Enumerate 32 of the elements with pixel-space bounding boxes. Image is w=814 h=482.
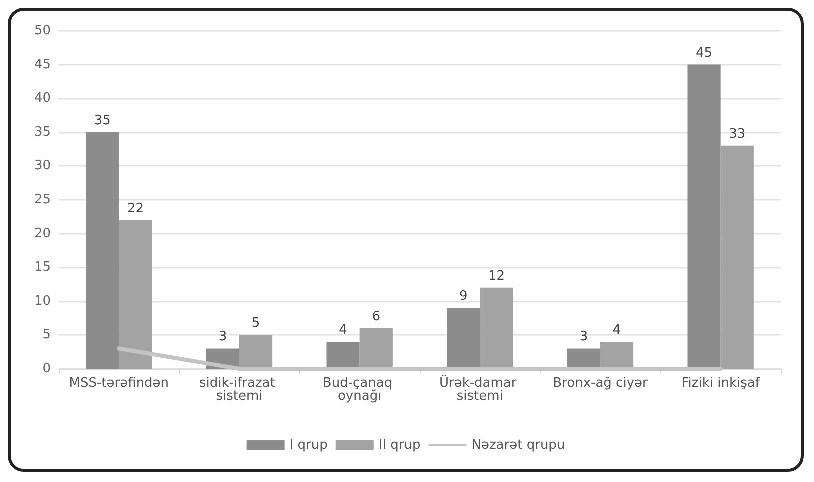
data-label: 3 xyxy=(218,330,228,345)
data-label: 35 xyxy=(94,113,111,128)
legend-label: I qrup xyxy=(290,438,328,453)
y-tick-label: 40 xyxy=(34,91,51,106)
x-tick-label: Fiziki inkişaf xyxy=(682,376,760,391)
y-tick-label: 50 xyxy=(34,24,51,38)
data-label: 5 xyxy=(252,316,260,332)
y-tick-label: 30 xyxy=(34,158,51,174)
data-label: 4 xyxy=(339,322,348,338)
data-label: 3 xyxy=(580,330,588,345)
y-tick-label: 20 xyxy=(34,226,51,242)
y-tick-label: 10 xyxy=(34,294,51,309)
x-tick-label: Ürək-damar sistemi xyxy=(439,375,521,404)
data-label: 33 xyxy=(729,126,746,142)
data-label: 45 xyxy=(696,46,713,61)
data-label: 22 xyxy=(127,201,144,216)
y-tick-label: 25 xyxy=(34,192,51,208)
x-tick-label: MSS-tərəfindən xyxy=(69,376,170,391)
data-label: 12 xyxy=(488,268,505,284)
data-label: 6 xyxy=(372,309,381,324)
x-tick-label: Bronx-ağ ciyər xyxy=(553,376,649,391)
data-label: 4 xyxy=(612,322,622,338)
y-tick-label: 35 xyxy=(34,124,51,140)
legend-label: II qrup xyxy=(378,438,421,453)
data-label: 9 xyxy=(459,289,468,304)
x-tick-label: Bud-çanaq oynağı xyxy=(322,376,397,404)
y-tick-label: 5 xyxy=(42,328,51,343)
y-tick-label: 45 xyxy=(34,57,51,72)
y-tick-label: 0 xyxy=(42,362,51,376)
x-tick-label: sidik-ifrazat sistemi xyxy=(200,376,280,404)
legend-label: Nəzarət qrupu xyxy=(472,438,566,453)
y-tick-label: 15 xyxy=(34,260,51,276)
